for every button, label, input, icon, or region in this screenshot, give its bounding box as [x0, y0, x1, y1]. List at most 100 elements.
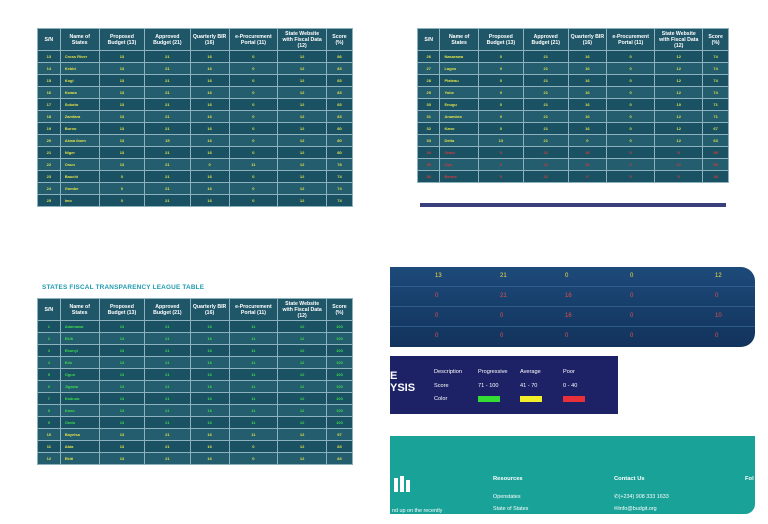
table-row: 4 Edo 13 21 16 11 12 100 [37, 356, 354, 369]
footer-link-openstates[interactable]: Openstates [493, 494, 521, 500]
state-name-cell: Delta [439, 134, 479, 147]
table-cell: 32 [416, 122, 441, 135]
table-cell: 0 [606, 122, 656, 135]
league-table-part-3: S/N Name of States Proposed Budget (13) App… [416, 28, 729, 183]
table-cell: 100 [325, 332, 354, 345]
column-header: Name of States [59, 28, 100, 51]
banner-cell: 0 [630, 273, 634, 279]
legend-heading: E YSIS [390, 370, 416, 394]
table-cell: 13 [98, 98, 146, 111]
column-header: Score (%) [702, 28, 729, 51]
banner-cell: 0 [565, 333, 569, 339]
column-header: S/N [37, 28, 61, 51]
table-cell: 12 [654, 122, 704, 135]
legend-poor-range: 0 - 40 [563, 383, 578, 389]
table-cell: 0 [477, 110, 524, 123]
table-cell: 2 [37, 332, 61, 345]
table-cell: 12 [277, 62, 327, 75]
league-table-part-2: S/N Name of States Proposed Budget (13) App… [37, 28, 354, 207]
table-cell: 12 [277, 74, 327, 87]
column-header: Quarterly BIR (16) [567, 28, 608, 51]
table-cell: 21 [144, 380, 191, 393]
table-cell: 21 [144, 182, 191, 195]
state-name-cell: Niger [59, 146, 100, 159]
table-cell: 11 [228, 158, 279, 171]
table-cell: 12 [277, 344, 327, 357]
table-cell: 21 [144, 404, 191, 417]
column-header: e-Procurement Portal (11) [228, 298, 279, 321]
table-cell: 31 [416, 110, 441, 123]
state-name-cell: Gombe [59, 182, 100, 195]
table-cell: 13 [98, 86, 146, 99]
table-cell: 83 [325, 110, 354, 123]
table-cell: 28 [416, 74, 441, 87]
state-name-cell: Bayelsa [59, 428, 100, 441]
state-name-cell: Kano [439, 122, 479, 135]
legend-description-label: Description [434, 369, 462, 375]
table-cell: 13 [98, 50, 146, 63]
state-name-cell: Nasarawa [439, 50, 479, 63]
banner-cell: 0 [715, 333, 719, 339]
table-cell: 21 [144, 50, 191, 63]
banner-cell: 21 [500, 293, 507, 299]
table-cell: 0 [228, 182, 279, 195]
footer-link-state-of-states[interactable]: State of States [493, 506, 529, 512]
table-cell: 74 [702, 74, 729, 87]
table-cell: 35 [416, 158, 441, 171]
table-cell: 21 [144, 86, 191, 99]
site-footer: nd up on the recently Resources Openstat… [390, 436, 755, 514]
state-name-cell: Bauchi [59, 170, 100, 183]
table-cell: 0 [228, 440, 279, 453]
table-cell: 13 [98, 344, 146, 357]
footer-email[interactable]: ✉info@budgit.org [614, 506, 657, 512]
banner-cell: 0 [500, 313, 504, 319]
table-cell: 21 [522, 122, 569, 135]
table-cell: 7 [37, 392, 61, 405]
table-cell: 16 [189, 356, 230, 369]
table-cell: 0 [228, 122, 279, 135]
table-cell: 16 [189, 74, 230, 87]
table-cell: 71 [702, 98, 729, 111]
table-cell: 16 [189, 146, 230, 159]
table-row: 10 Bayelsa 13 21 16 11 12 97 [37, 428, 354, 441]
state-name-cell: Oyo [439, 158, 479, 171]
table-cell: 0 [606, 62, 656, 75]
table-cell: 21 [144, 110, 191, 123]
table-cell: 13 [98, 392, 146, 405]
banner-cell: 0 [435, 313, 439, 319]
state-name-cell: Kano [59, 404, 100, 417]
table-cell: 0 [606, 86, 656, 99]
state-name-cell: Osun [59, 158, 100, 171]
table-cell: 100 [325, 356, 354, 369]
table-cell: 16 [189, 332, 230, 345]
table-cell: 15 [144, 134, 191, 147]
column-header: Name of States [439, 28, 479, 51]
table-cell: 21 [522, 170, 569, 183]
table-row: 15 Kogi 13 21 16 0 12 83 [37, 74, 354, 87]
legend-poor-label: Poor [563, 369, 575, 375]
banner-cell: 0 [435, 333, 439, 339]
footer-phone[interactable]: ✆(+234) 908 333 1633 [614, 494, 669, 500]
table-cell: 10 [37, 428, 61, 441]
table-cell: 6 [37, 380, 61, 393]
table-cell: 0 [189, 158, 230, 171]
table-cell: 12 [654, 74, 704, 87]
table-cell: 16 [567, 74, 608, 87]
table-row: 27 Lagos 0 21 16 0 12 74 [416, 62, 729, 75]
table-cell: 12 [654, 50, 704, 63]
state-name-cell: Enugu [439, 98, 479, 111]
banner-cell: 16 [565, 293, 572, 299]
table-cell: 0 [477, 74, 524, 87]
banner-row: 0 0 16 0 10 [390, 307, 755, 327]
table-cell: 21 [144, 428, 191, 441]
table-cell: 97 [325, 428, 354, 441]
table-cell: 34 [416, 146, 441, 159]
table-cell: 13 [98, 320, 146, 333]
table-row: 33 Delta 13 21 0 0 12 63 [416, 134, 729, 147]
table-cell: 13 [98, 158, 146, 171]
table-cell: 21 [144, 416, 191, 429]
state-name-cell: Kwara [59, 86, 100, 99]
table-cell: 21 [144, 332, 191, 345]
table-cell: 11 [228, 404, 279, 417]
table-cell: 13 [98, 146, 146, 159]
